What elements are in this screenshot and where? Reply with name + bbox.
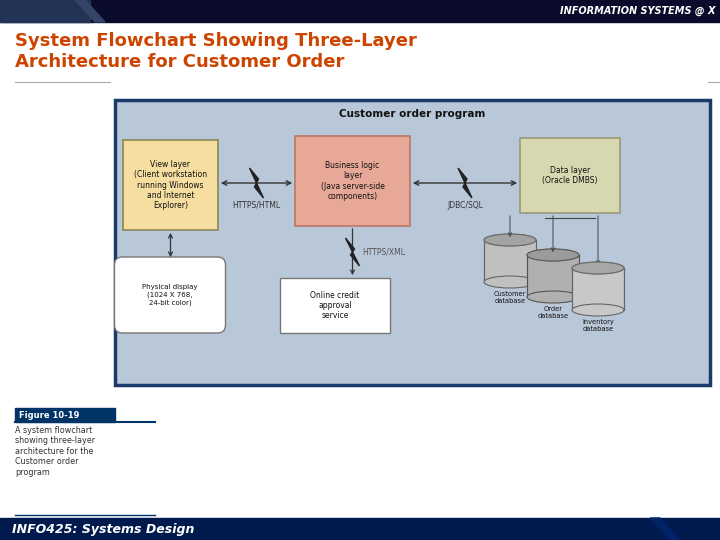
Text: JDBC/SQL: JDBC/SQL <box>447 201 483 210</box>
Polygon shape <box>650 518 680 540</box>
Text: Customer order program: Customer order program <box>339 109 486 119</box>
FancyBboxPatch shape <box>520 138 620 213</box>
Ellipse shape <box>484 276 536 288</box>
Text: Business logic
layer
(Java server-side
components): Business logic layer (Java server-side c… <box>320 161 384 201</box>
Ellipse shape <box>527 249 579 261</box>
Text: Figure 10-19: Figure 10-19 <box>19 410 79 420</box>
Ellipse shape <box>484 234 536 246</box>
Text: INFO425: Systems Design: INFO425: Systems Design <box>12 523 194 536</box>
FancyBboxPatch shape <box>280 278 390 333</box>
Ellipse shape <box>572 262 624 274</box>
Bar <box>484 240 536 282</box>
Text: INFORMATION SYSTEMS @ X: INFORMATION SYSTEMS @ X <box>559 6 715 16</box>
Bar <box>0 0 720 22</box>
Ellipse shape <box>484 234 536 246</box>
Text: System Flowchart Showing Three-Layer: System Flowchart Showing Three-Layer <box>15 32 417 50</box>
Text: HTTPS/HTML: HTTPS/HTML <box>233 201 281 210</box>
Polygon shape <box>458 168 472 198</box>
Polygon shape <box>75 0 105 22</box>
FancyBboxPatch shape <box>114 257 225 333</box>
FancyBboxPatch shape <box>115 100 710 385</box>
Ellipse shape <box>527 249 579 261</box>
Polygon shape <box>346 238 359 266</box>
FancyBboxPatch shape <box>295 136 410 226</box>
Bar <box>15 408 115 422</box>
Text: Inventory
database: Inventory database <box>582 319 614 332</box>
Bar <box>527 255 579 297</box>
Ellipse shape <box>572 262 624 274</box>
Text: HTTPS/XML: HTTPS/XML <box>362 247 405 256</box>
Text: Data layer
(Oracle DMBS): Data layer (Oracle DMBS) <box>542 166 598 185</box>
Bar <box>572 268 624 310</box>
Text: Physical display
(1024 X 768,
24-bit color): Physical display (1024 X 768, 24-bit col… <box>143 285 198 306</box>
Ellipse shape <box>527 291 579 303</box>
Polygon shape <box>250 168 264 198</box>
Text: Customer
database: Customer database <box>494 291 526 304</box>
FancyBboxPatch shape <box>123 140 218 230</box>
Text: Order
database: Order database <box>537 306 569 319</box>
Bar <box>0 518 720 540</box>
Bar <box>0 0 90 22</box>
Ellipse shape <box>572 304 624 316</box>
Text: View layer
(Client workstation
running Windows
and Internet
Explorer): View layer (Client workstation running W… <box>134 160 207 210</box>
Text: A system flowchart
showing three-layer
architecture for the
Customer order
progr: A system flowchart showing three-layer a… <box>15 426 95 477</box>
Text: Architecture for Customer Order: Architecture for Customer Order <box>15 53 344 71</box>
Text: Online credit
approval
service: Online credit approval service <box>310 291 359 320</box>
